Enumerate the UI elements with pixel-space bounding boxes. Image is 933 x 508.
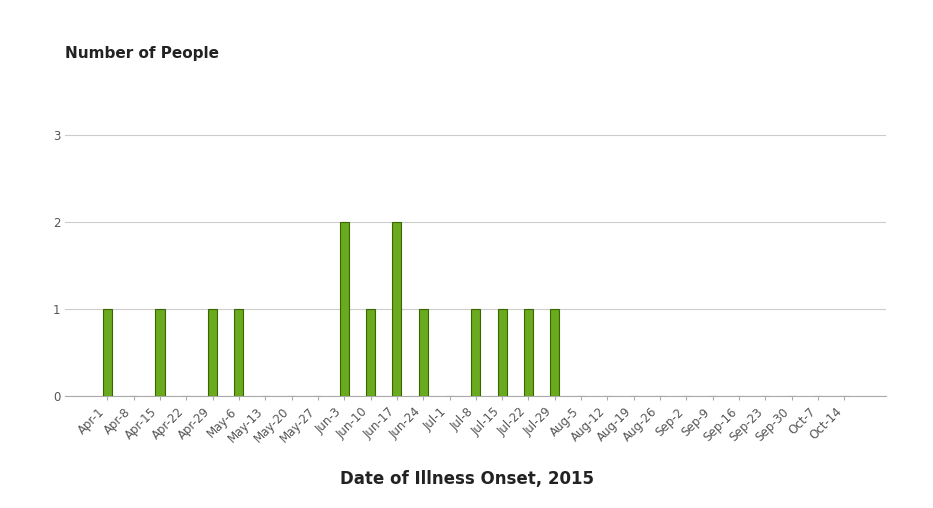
Bar bbox=[471, 309, 480, 396]
Bar bbox=[155, 309, 164, 396]
Bar bbox=[523, 309, 533, 396]
Bar bbox=[340, 222, 349, 396]
Bar bbox=[550, 309, 560, 396]
Bar bbox=[366, 309, 375, 396]
Bar bbox=[208, 309, 217, 396]
Bar bbox=[103, 309, 112, 396]
Text: Number of People: Number of People bbox=[65, 46, 219, 61]
Bar bbox=[234, 309, 244, 396]
Bar bbox=[497, 309, 507, 396]
Bar bbox=[392, 222, 401, 396]
Bar bbox=[419, 309, 428, 396]
Text: Date of Illness Onset, 2015: Date of Illness Onset, 2015 bbox=[340, 470, 593, 488]
